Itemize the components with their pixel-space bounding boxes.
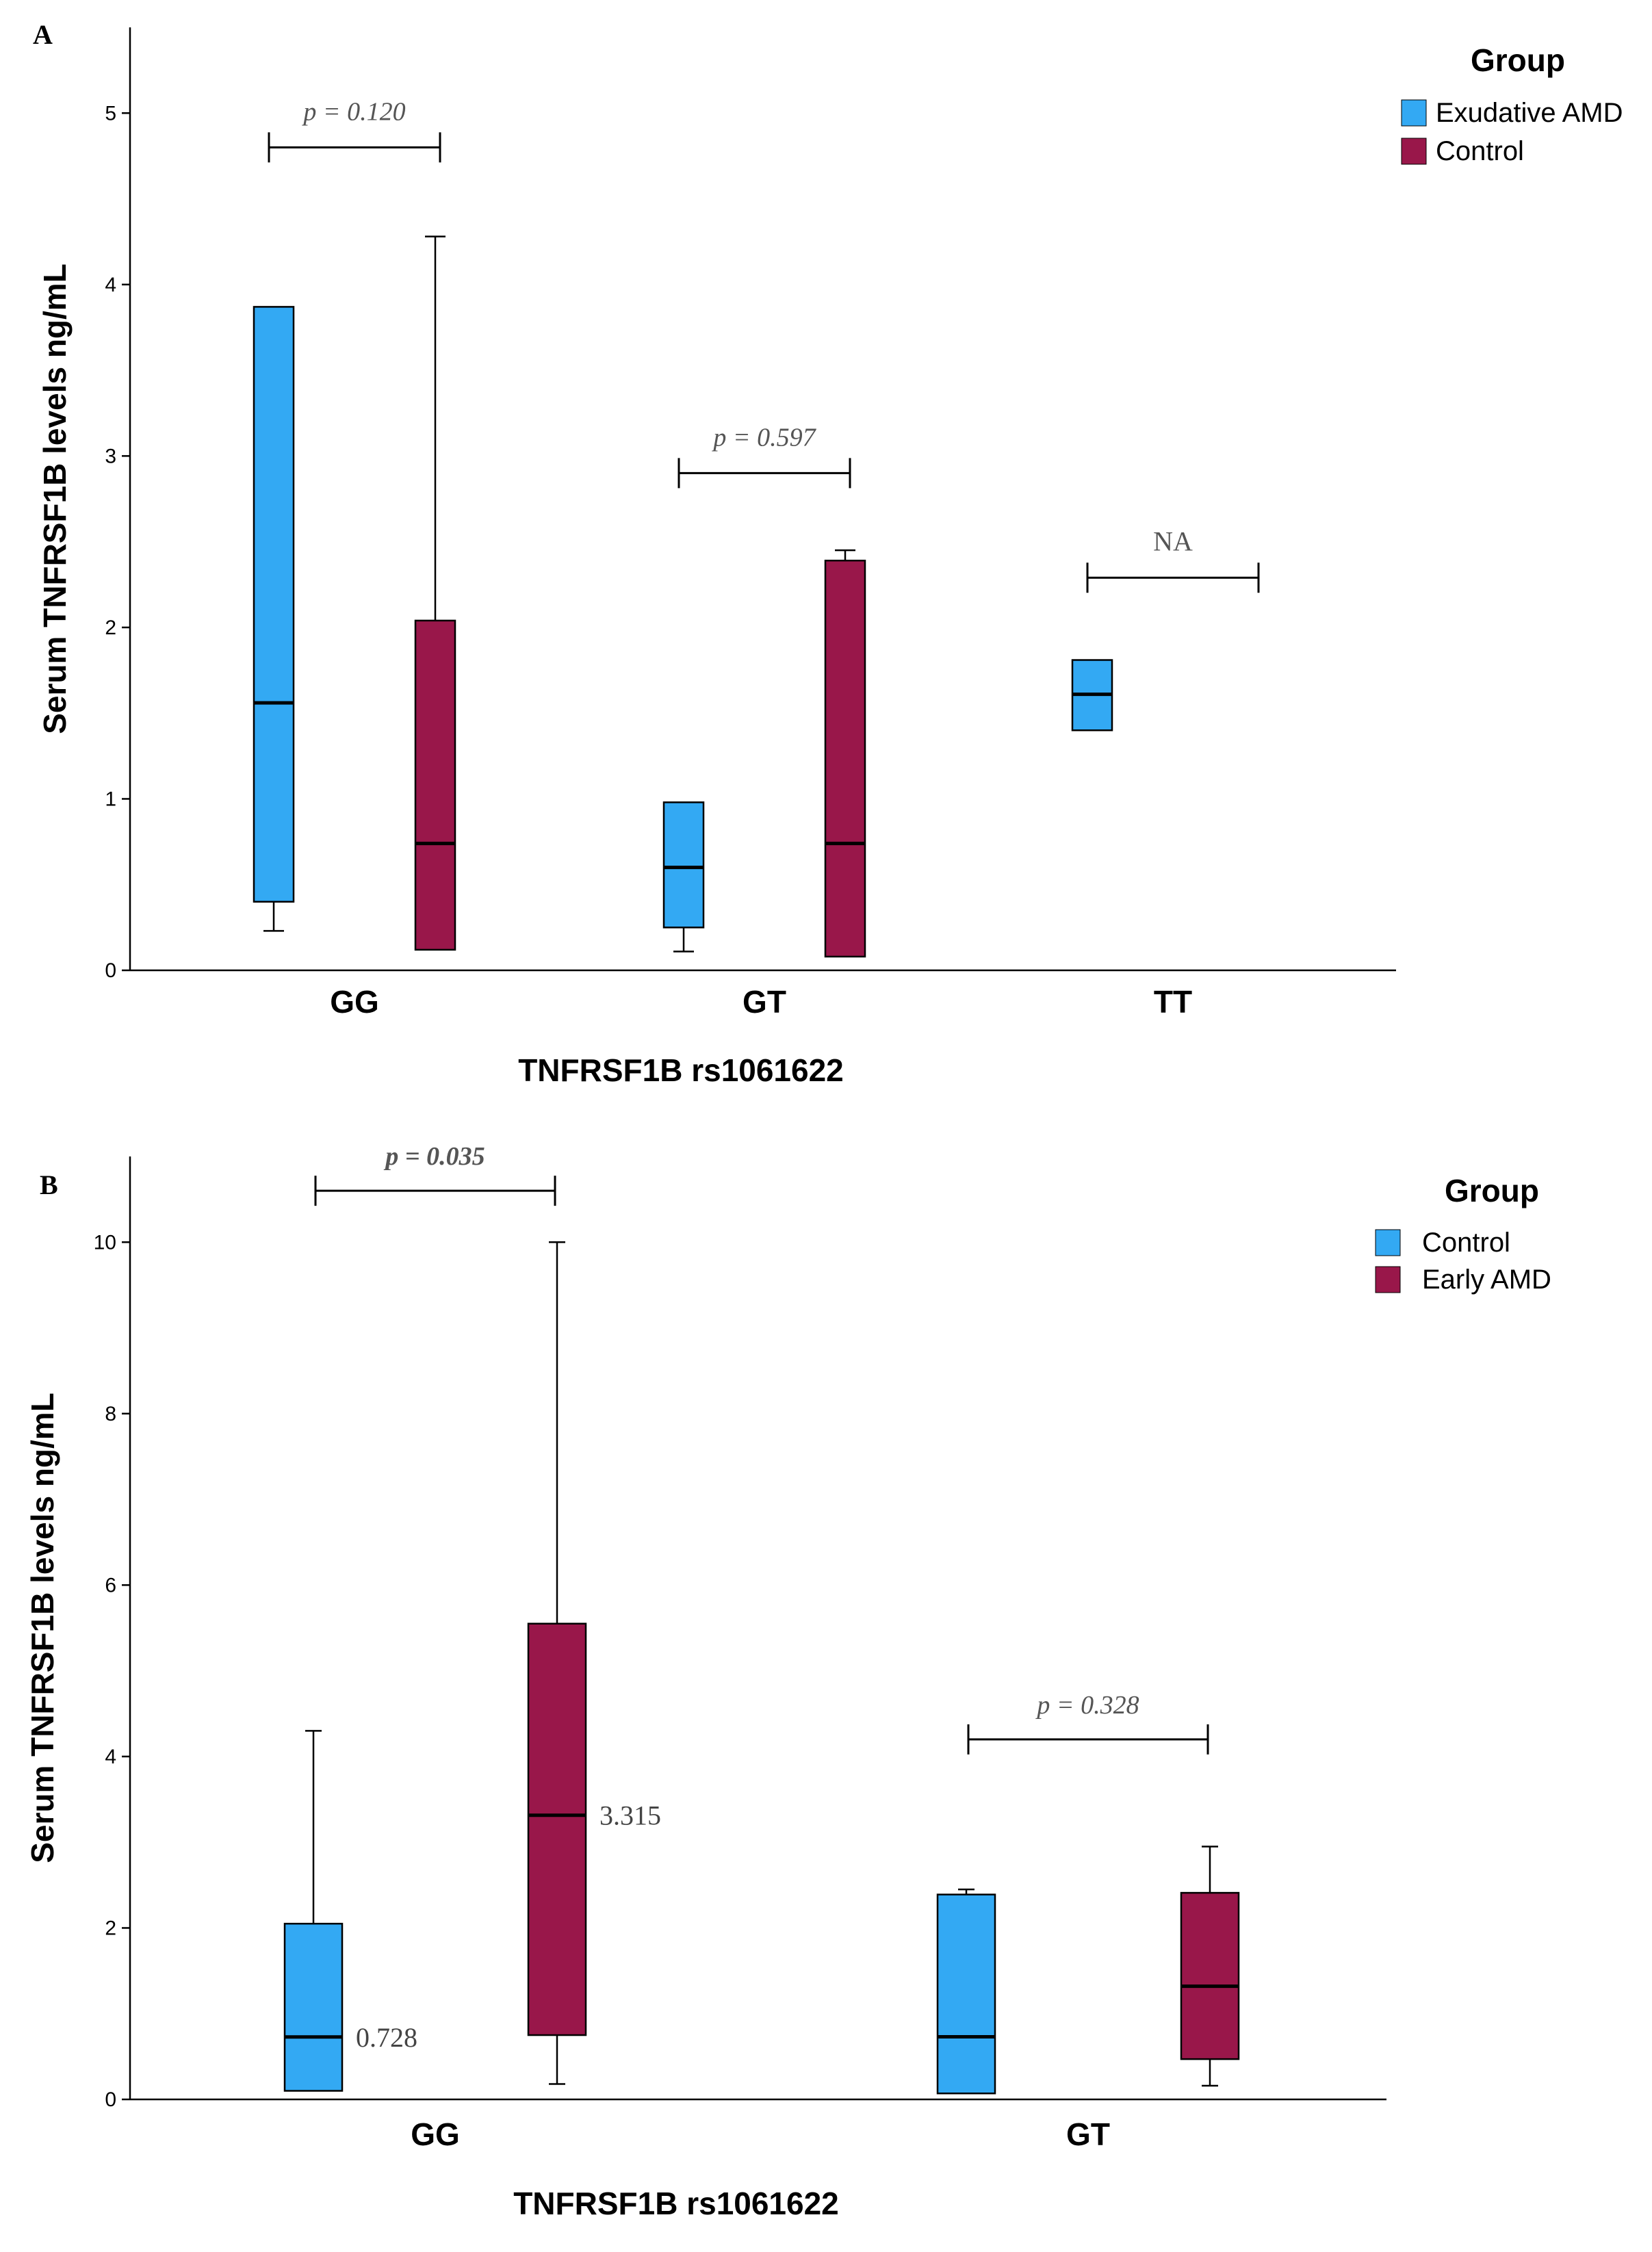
x-tick-label-gt: GT: [1066, 2117, 1110, 2152]
significance-annotations: p = 0.120 p = 0.597 NA: [268, 97, 1260, 593]
bracket-line: [314, 1176, 556, 1206]
iqr-box: [824, 559, 866, 958]
median-value-label: 0.728: [356, 2022, 417, 2053]
legend-label-early-amd: Early AMD: [1422, 1265, 1551, 1295]
legend-label-control: Control: [1422, 1228, 1510, 1258]
iqr-box: [1180, 1891, 1240, 2060]
bracket-line: [1086, 562, 1260, 593]
bracket-line: [677, 458, 851, 489]
x-axis-categories: GG GT: [411, 2117, 1110, 2152]
box-gg-control: [414, 235, 456, 951]
x-tick-label-gt: GT: [743, 984, 786, 1020]
x-tick-label-gg: GG: [330, 984, 379, 1020]
box-gg-early-amd: [527, 1241, 587, 2085]
p-value-bracket-gt: p = 0.328: [967, 1691, 1209, 1755]
y-tick-label: 0: [105, 2088, 116, 2111]
p-value-bracket-gg: p = 0.035: [314, 1142, 556, 1206]
x-tick-label-tt: TT: [1154, 984, 1192, 1020]
legend-label-control: Control: [1436, 136, 1524, 166]
y-tick-label: 0: [105, 959, 116, 982]
box-gg-control: [283, 1730, 344, 2092]
box-gt-control: [936, 1888, 996, 2095]
legend-swatch-early-amd: [1375, 1266, 1401, 1293]
y-tick-label: 4: [105, 274, 116, 296]
median-value-label: 3.315: [599, 1800, 661, 1831]
bracket-line: [268, 132, 441, 163]
box-gt-exudative-amd: [662, 801, 705, 953]
panel-a: A Serum TNFRSF1B levels ng/mL TNFRSF1B r…: [33, 19, 1623, 1088]
y-tick-label: 2: [105, 1917, 116, 1939]
y-tick-label: 6: [105, 1574, 116, 1596]
x-tick-label-gg: GG: [411, 2117, 460, 2152]
panel-letter: A: [33, 19, 53, 50]
box-plots: [283, 1241, 1240, 2095]
legend-swatch-control: [1375, 1229, 1401, 1256]
y-axis-title: Serum TNFRSF1B levels ng/mL: [25, 1393, 60, 1863]
p-value-label: p = 0.120: [301, 97, 405, 126]
box-gg-exudative-amd: [253, 306, 295, 932]
iqr-box: [253, 306, 295, 903]
y-axis-ticks: 0 1 2 3 4 5: [105, 102, 130, 982]
y-tick-label: 3: [105, 445, 116, 467]
legend-label-exudative-amd: Exudative AMD: [1436, 98, 1623, 128]
legend-swatch-control: [1401, 138, 1427, 165]
y-tick-label: 5: [105, 102, 116, 125]
iqr-box: [527, 1622, 587, 2036]
x-axis-categories: GG GT TT: [330, 984, 1192, 1020]
p-value-bracket-gg: p = 0.120: [268, 97, 441, 163]
y-axis-title: Serum TNFRSF1B levels ng/mL: [37, 263, 73, 734]
y-tick-label: 4: [105, 1746, 116, 1768]
p-value-label: p = 0.597: [711, 423, 816, 452]
y-axis-ticks: 0 2 4 6 8 10: [94, 1231, 130, 2111]
p-value-bracket-tt: NA: [1086, 526, 1260, 593]
x-axis-title: TNFRSF1B rs1061622: [513, 2186, 839, 2221]
legend-swatch-exudative-amd: [1401, 99, 1427, 127]
y-tick-label: 8: [105, 1403, 116, 1425]
p-value-bracket-gt: p = 0.597: [677, 423, 851, 489]
iqr-box: [936, 1893, 996, 2095]
p-value-label: NA: [1153, 526, 1193, 556]
y-tick-label: 10: [94, 1231, 116, 1254]
p-value-label: p = 0.328: [1035, 1691, 1139, 1720]
median-value-labels: 0.728 3.315: [356, 1800, 661, 2053]
significance-annotations: p = 0.035 p = 0.328: [314, 1142, 1209, 1755]
legend-title: Group: [1471, 42, 1565, 78]
box-tt-exudative-amd: [1071, 659, 1113, 732]
legend: Group Control Early AMD: [1375, 1173, 1551, 1295]
legend: Group Exudative AMD Control: [1401, 42, 1623, 166]
x-axis-title: TNFRSF1B rs1061622: [518, 1052, 844, 1088]
box-gt-control: [824, 549, 866, 958]
axes: [129, 27, 1396, 972]
p-value-label: p = 0.035: [383, 1142, 485, 1171]
box-plots: [253, 235, 1113, 958]
iqr-box: [414, 619, 456, 951]
y-tick-label: 2: [105, 617, 116, 639]
legend-title: Group: [1445, 1173, 1539, 1208]
iqr-box: [283, 1922, 344, 2092]
y-tick-label: 1: [105, 788, 116, 810]
panel-letter: B: [40, 1169, 58, 1200]
iqr-box: [662, 801, 705, 929]
bracket-line: [967, 1724, 1209, 1755]
box-gt-early-amd: [1180, 1846, 1240, 2087]
axes: [129, 1156, 1386, 2101]
panel-b: B Serum TNFRSF1B levels ng/mL TNFRSF1B r…: [25, 1142, 1551, 2221]
